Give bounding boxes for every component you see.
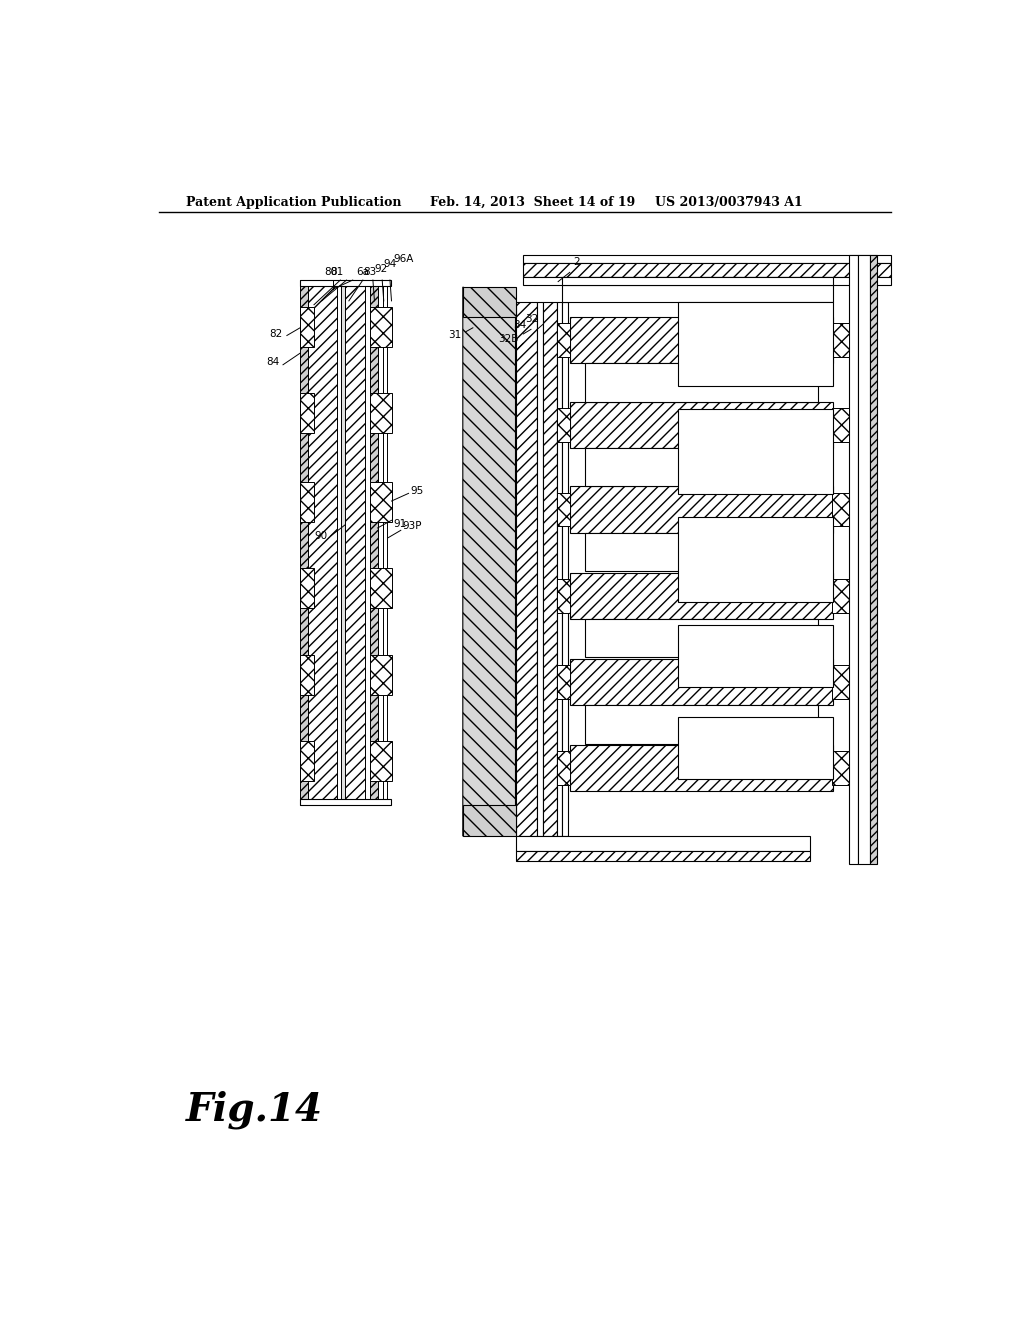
Bar xyxy=(586,705,818,743)
Text: US 2013/0037943 A1: US 2013/0037943 A1 xyxy=(655,195,803,209)
Text: Fig.14: Fig.14 xyxy=(186,1090,324,1129)
Text: 83: 83 xyxy=(362,268,376,277)
Bar xyxy=(569,659,834,705)
Bar xyxy=(538,302,544,836)
Bar xyxy=(300,655,314,696)
Bar xyxy=(562,302,568,836)
Text: Feb. 14, 2013  Sheet 14 of 19: Feb. 14, 2013 Sheet 14 of 19 xyxy=(430,195,636,209)
Bar xyxy=(370,280,378,805)
Bar xyxy=(523,256,891,263)
Bar xyxy=(557,665,569,700)
Text: 31: 31 xyxy=(449,330,461,341)
Bar xyxy=(831,492,849,527)
Bar xyxy=(370,393,391,433)
Bar xyxy=(300,799,391,805)
Text: 2: 2 xyxy=(573,257,581,268)
Bar xyxy=(300,308,314,347)
Bar xyxy=(515,836,810,851)
Polygon shape xyxy=(463,286,515,836)
Bar xyxy=(308,280,337,805)
Bar xyxy=(383,280,387,805)
Bar xyxy=(370,308,391,347)
Bar xyxy=(586,619,818,657)
Bar xyxy=(300,280,308,805)
Bar xyxy=(858,256,869,863)
Bar xyxy=(678,517,834,602)
Bar xyxy=(678,409,834,494)
Text: 80: 80 xyxy=(325,268,337,277)
Bar xyxy=(300,568,314,609)
Bar xyxy=(300,280,391,286)
Bar xyxy=(544,302,557,836)
Bar xyxy=(557,408,569,442)
Text: 6a: 6a xyxy=(356,268,370,277)
Text: 81: 81 xyxy=(330,268,343,277)
Bar xyxy=(586,533,818,572)
Bar xyxy=(557,751,569,785)
Polygon shape xyxy=(463,286,515,317)
Bar xyxy=(300,742,314,781)
Bar xyxy=(337,280,341,805)
Bar xyxy=(562,277,834,285)
Bar xyxy=(586,447,818,487)
Bar xyxy=(562,285,834,302)
Bar xyxy=(831,751,849,785)
Bar xyxy=(370,742,391,781)
Bar xyxy=(849,256,858,863)
Bar xyxy=(831,408,849,442)
Bar xyxy=(586,363,818,401)
Bar xyxy=(557,578,569,612)
Bar xyxy=(869,256,878,863)
Bar xyxy=(831,323,849,358)
Bar xyxy=(557,492,569,527)
Bar xyxy=(569,744,834,792)
Bar xyxy=(345,280,366,805)
Text: 96A: 96A xyxy=(393,255,414,264)
Bar xyxy=(569,487,834,533)
Bar xyxy=(678,718,834,779)
Bar xyxy=(300,393,314,433)
Bar xyxy=(370,655,391,696)
Bar xyxy=(831,665,849,700)
Bar xyxy=(678,626,834,686)
Text: 84: 84 xyxy=(266,358,280,367)
Text: 90: 90 xyxy=(314,531,328,541)
Bar xyxy=(366,280,370,805)
Polygon shape xyxy=(463,805,515,836)
Bar xyxy=(569,573,834,619)
Text: Patent Application Publication: Patent Application Publication xyxy=(186,195,401,209)
Text: 34: 34 xyxy=(513,319,526,330)
Bar xyxy=(557,323,569,358)
Bar xyxy=(378,280,383,805)
Bar xyxy=(515,302,538,836)
Bar xyxy=(515,851,810,861)
Text: 94: 94 xyxy=(384,259,397,269)
Bar xyxy=(523,263,891,277)
Bar xyxy=(678,302,834,387)
Text: 91: 91 xyxy=(393,519,407,529)
Bar xyxy=(557,302,562,836)
Bar xyxy=(831,578,849,612)
Bar xyxy=(569,317,834,363)
Bar xyxy=(300,482,314,521)
Bar xyxy=(370,568,391,609)
Text: 95: 95 xyxy=(410,486,423,496)
Text: 82: 82 xyxy=(269,329,283,339)
Text: 92: 92 xyxy=(375,264,388,273)
Text: 32: 32 xyxy=(525,314,539,323)
Bar xyxy=(370,482,391,521)
Bar xyxy=(569,401,834,447)
Bar xyxy=(523,277,891,285)
Text: 93P: 93P xyxy=(402,521,422,532)
Text: 32B: 32B xyxy=(499,334,518,343)
Bar xyxy=(341,280,345,805)
